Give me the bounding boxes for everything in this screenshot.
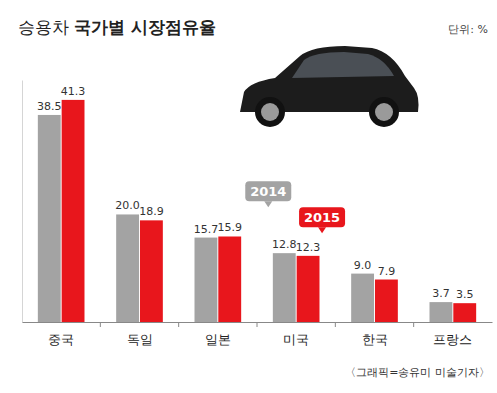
x-tick: 일본 — [205, 322, 231, 347]
chart: 승용차 국가별 시장점유율단위: %중국독일일본미국한국프랑스38.520.01… — [0, 0, 497, 393]
bar — [375, 280, 398, 322]
bars — [38, 100, 476, 322]
data-label: 38.5 — [37, 100, 62, 113]
data-label: 12.8 — [272, 238, 297, 251]
legend-item: 2015 — [299, 207, 345, 233]
x-axis: 중국 독일 일본 미국 한국 프랑스 — [23, 322, 493, 347]
bar — [218, 236, 241, 322]
car-rim — [261, 103, 279, 121]
legend-item: 2014 — [245, 181, 291, 207]
bar — [351, 274, 374, 322]
bar — [62, 100, 85, 322]
data-label: 15.7 — [194, 223, 219, 236]
car-rim — [375, 103, 393, 121]
bar — [273, 253, 296, 322]
data-labels: 38.5 20.0 15.7 12.8 9.0 3.7 41.3 18.9 15.9 12.3 7.… — [37, 85, 473, 301]
bar — [297, 256, 320, 322]
car-wheel — [255, 97, 285, 127]
data-label: 41.3 — [61, 85, 86, 98]
category-separator — [335, 322, 336, 327]
unit: 단위: % — [448, 23, 488, 36]
car-window — [292, 52, 394, 78]
source: 〈그래픽=송유미 미술기자〉 — [345, 366, 490, 379]
data-label: 20.0 — [115, 199, 140, 212]
data-label: 3.5 — [456, 288, 474, 301]
data-label: 12.3 — [296, 241, 321, 254]
x-tick-label: 독일 — [127, 332, 153, 347]
bar — [453, 303, 476, 322]
data-label: 7.9 — [378, 265, 396, 278]
x-tick-label: 중국 — [48, 332, 74, 347]
category-separator — [178, 322, 179, 327]
title-part: 국가별 시장점유율 — [74, 17, 216, 37]
legend: 2014 2015 — [245, 181, 345, 233]
y-axis-line — [22, 81, 23, 323]
bar — [116, 214, 139, 322]
category-separator — [257, 322, 258, 327]
legend-swatch — [299, 207, 345, 227]
bar — [195, 238, 218, 322]
data-label: 18.9 — [139, 205, 164, 218]
x-tick-label: 프랑스 — [433, 332, 472, 347]
data-label: 9.0 — [354, 259, 372, 272]
category-separator — [413, 322, 414, 327]
x-tick: 프랑스 — [433, 322, 472, 347]
x-tick: 중국 — [48, 322, 74, 347]
legend-pointer — [264, 201, 272, 207]
bar — [38, 115, 61, 322]
x-tick: 한국 — [362, 322, 388, 347]
legend-pointer — [318, 227, 326, 233]
bar — [430, 302, 453, 322]
x-tick-label: 미국 — [283, 332, 309, 347]
x-tick: 미국 — [283, 322, 309, 347]
x-tick: 독일 — [127, 322, 153, 347]
title: 승용차 국가별 시장점유율 — [18, 17, 216, 37]
legend-label: 2014 — [250, 184, 286, 199]
car-illustration — [240, 46, 419, 127]
x-tick-label: 한국 — [362, 332, 388, 347]
data-label: 15.9 — [217, 221, 242, 234]
y-axis — [22, 81, 23, 323]
title-part: 승용차 — [18, 17, 74, 37]
category-separator — [100, 322, 101, 327]
car-wheel — [369, 97, 399, 127]
legend-swatch — [245, 181, 291, 201]
data-label: 3.7 — [432, 287, 450, 300]
bar — [140, 220, 163, 322]
legend-label: 2015 — [304, 210, 340, 225]
x-tick-label: 일본 — [205, 332, 231, 347]
